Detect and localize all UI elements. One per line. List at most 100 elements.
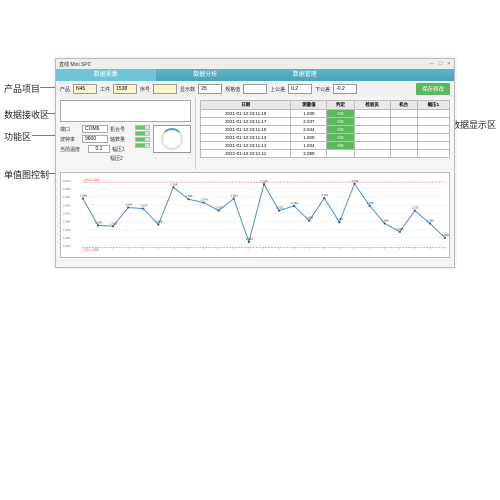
svg-text:1.960: 1.960 (63, 220, 71, 224)
table-header: 机台 (390, 101, 417, 110)
table-row[interactable]: 2021-01-13 23:11:131.929OK (201, 134, 450, 142)
svg-text:2.060: 2.060 (63, 203, 71, 207)
progress-bar (135, 125, 150, 130)
svg-text:1.934: 1.934 (95, 220, 102, 224)
upper-input[interactable] (288, 84, 312, 94)
svg-text:2.044: 2.044 (125, 203, 132, 207)
spec-label: 规格值 (225, 86, 240, 93)
callout-display: 数据显示区 (451, 118, 496, 131)
table-cell (354, 118, 390, 126)
gauge (153, 125, 191, 153)
table-cell: 1.934 (291, 142, 327, 150)
table-row[interactable]: 2021-01-13 23:11:172.037OK (201, 118, 450, 126)
table-row[interactable]: 2021-01-13 23:11:152.044OK (201, 126, 450, 134)
table-cell: OK (327, 126, 354, 134)
spec-input[interactable] (243, 84, 267, 94)
svg-text:2.037: 2.037 (140, 204, 147, 208)
table-cell (354, 126, 390, 134)
svg-text:2.099: 2.099 (80, 194, 87, 198)
baud-label: 波特率 (60, 136, 80, 143)
save-button[interactable]: 保存修改 (416, 83, 450, 95)
table-cell: 2.044 (291, 126, 327, 134)
table-cell: OK (327, 142, 354, 150)
svg-text:1.858: 1.858 (442, 233, 449, 237)
tab-manage[interactable]: 数据管理 (255, 69, 355, 81)
lower-label: 下公差 (315, 86, 330, 93)
svg-text:2.025: 2.025 (276, 206, 283, 210)
lower-input[interactable] (333, 84, 357, 94)
svg-text:2.187: 2.187 (261, 179, 268, 183)
window-title: 直线 Mini SPC (59, 61, 91, 68)
tab-collect[interactable]: 数据采集 (56, 69, 156, 81)
table-row[interactable]: 2021-01-13 23:11:121.934OK (201, 142, 450, 150)
body-row: 端口 COM6 机台号 波特率 9600 轴数量 当前温度 幅压1 (56, 97, 454, 169)
table-cell: 1.929 (291, 134, 327, 142)
count-label: 显示数 (180, 86, 195, 93)
tab-blank[interactable] (355, 69, 455, 81)
chart-zone: 2.2102.1602.1102.0602.0101.9601.9101.860… (56, 169, 454, 261)
table-cell (354, 150, 390, 158)
svg-text:1.946: 1.946 (427, 219, 434, 223)
data-table-panel: 日期测量值判定检验员机台幅压1 2021-01-13 23:11:191.939… (196, 97, 454, 169)
minimize-icon[interactable]: — (429, 61, 434, 67)
table-header: 测量值 (291, 101, 327, 110)
order-input[interactable] (153, 84, 177, 94)
port-value[interactable]: COM6 (82, 125, 108, 133)
table-cell: 2021-01-13 23:11:17 (201, 118, 291, 126)
order-label: 序号 (140, 86, 150, 93)
svg-text:2.074: 2.074 (201, 198, 208, 202)
svg-text:2.160: 2.160 (63, 187, 71, 191)
axis-label: 轴数量 (110, 136, 130, 143)
menubar: 数据采集 数据分析 数据管理 (56, 69, 454, 81)
table-cell (417, 110, 449, 118)
svg-text:2.168: 2.168 (170, 182, 177, 186)
window-controls: — ☐ ✕ (429, 61, 451, 67)
table-cell (390, 118, 417, 126)
baud-value[interactable]: 9600 (82, 135, 108, 143)
table-cell (417, 118, 449, 126)
svg-text:2.054: 2.054 (291, 201, 298, 205)
upper-label: 上公差 (270, 86, 285, 93)
svg-text:1.954: 1.954 (336, 217, 343, 221)
svg-text:2.010: 2.010 (63, 212, 71, 216)
table-cell (327, 150, 354, 158)
svg-text:1.939: 1.939 (155, 220, 162, 224)
control-chart: 2.2102.1602.1102.0602.0101.9601.9101.860… (60, 172, 450, 258)
count-input[interactable] (198, 84, 222, 94)
table-cell: OK (327, 118, 354, 126)
progress-bar (135, 137, 150, 142)
close-icon[interactable]: ✕ (447, 61, 451, 67)
workpiece-label: 工件 (100, 86, 110, 93)
range-input[interactable] (88, 145, 110, 153)
svg-text:2.025: 2.025 (216, 206, 223, 210)
tab-analyze[interactable]: 数据分析 (156, 69, 256, 81)
maximize-icon[interactable]: ☐ (438, 61, 442, 67)
workpiece-input[interactable] (113, 84, 137, 94)
table-cell: 2021-01-13 23:11:12 (201, 142, 291, 150)
svg-text:1.833: 1.833 (246, 237, 253, 241)
callout-func: 功能区 (4, 130, 31, 143)
table-row[interactable]: 2021-01-13 23:11:191.939OK (201, 110, 450, 118)
svg-text:2.025: 2.025 (412, 206, 419, 210)
callout-chartctrl: 单值图控制 (4, 168, 49, 181)
table-row[interactable]: 2021-01-13 23:11:112.099 (201, 150, 450, 158)
recv-textarea[interactable] (60, 100, 191, 122)
table-cell (390, 134, 417, 142)
table-cell: 2.099 (291, 150, 327, 158)
pos-label: 机台号 (110, 126, 130, 133)
recv-panel: 端口 COM6 机台号 波特率 9600 轴数量 当前温度 幅压1 (56, 97, 196, 169)
product-input[interactable] (73, 84, 97, 94)
callout-recv: 数据接收区 (4, 108, 49, 121)
titlebar[interactable]: 直线 Mini SPC — ☐ ✕ (56, 59, 454, 69)
data-table: 日期测量值判定检验员机台幅压1 2021-01-13 23:11:191.939… (200, 100, 450, 158)
svg-text:1.895: 1.895 (397, 227, 404, 231)
table-cell: 1.939 (291, 110, 327, 118)
p2-label: 幅压2 (110, 155, 130, 162)
table-cell: OK (327, 110, 354, 118)
table-cell (390, 142, 417, 150)
table-cell (354, 134, 390, 142)
progress-bar (135, 131, 150, 136)
svg-text:1.929: 1.929 (110, 221, 117, 225)
table-cell (390, 110, 417, 118)
svg-text:LSL1.800: LSL1.800 (84, 248, 99, 252)
